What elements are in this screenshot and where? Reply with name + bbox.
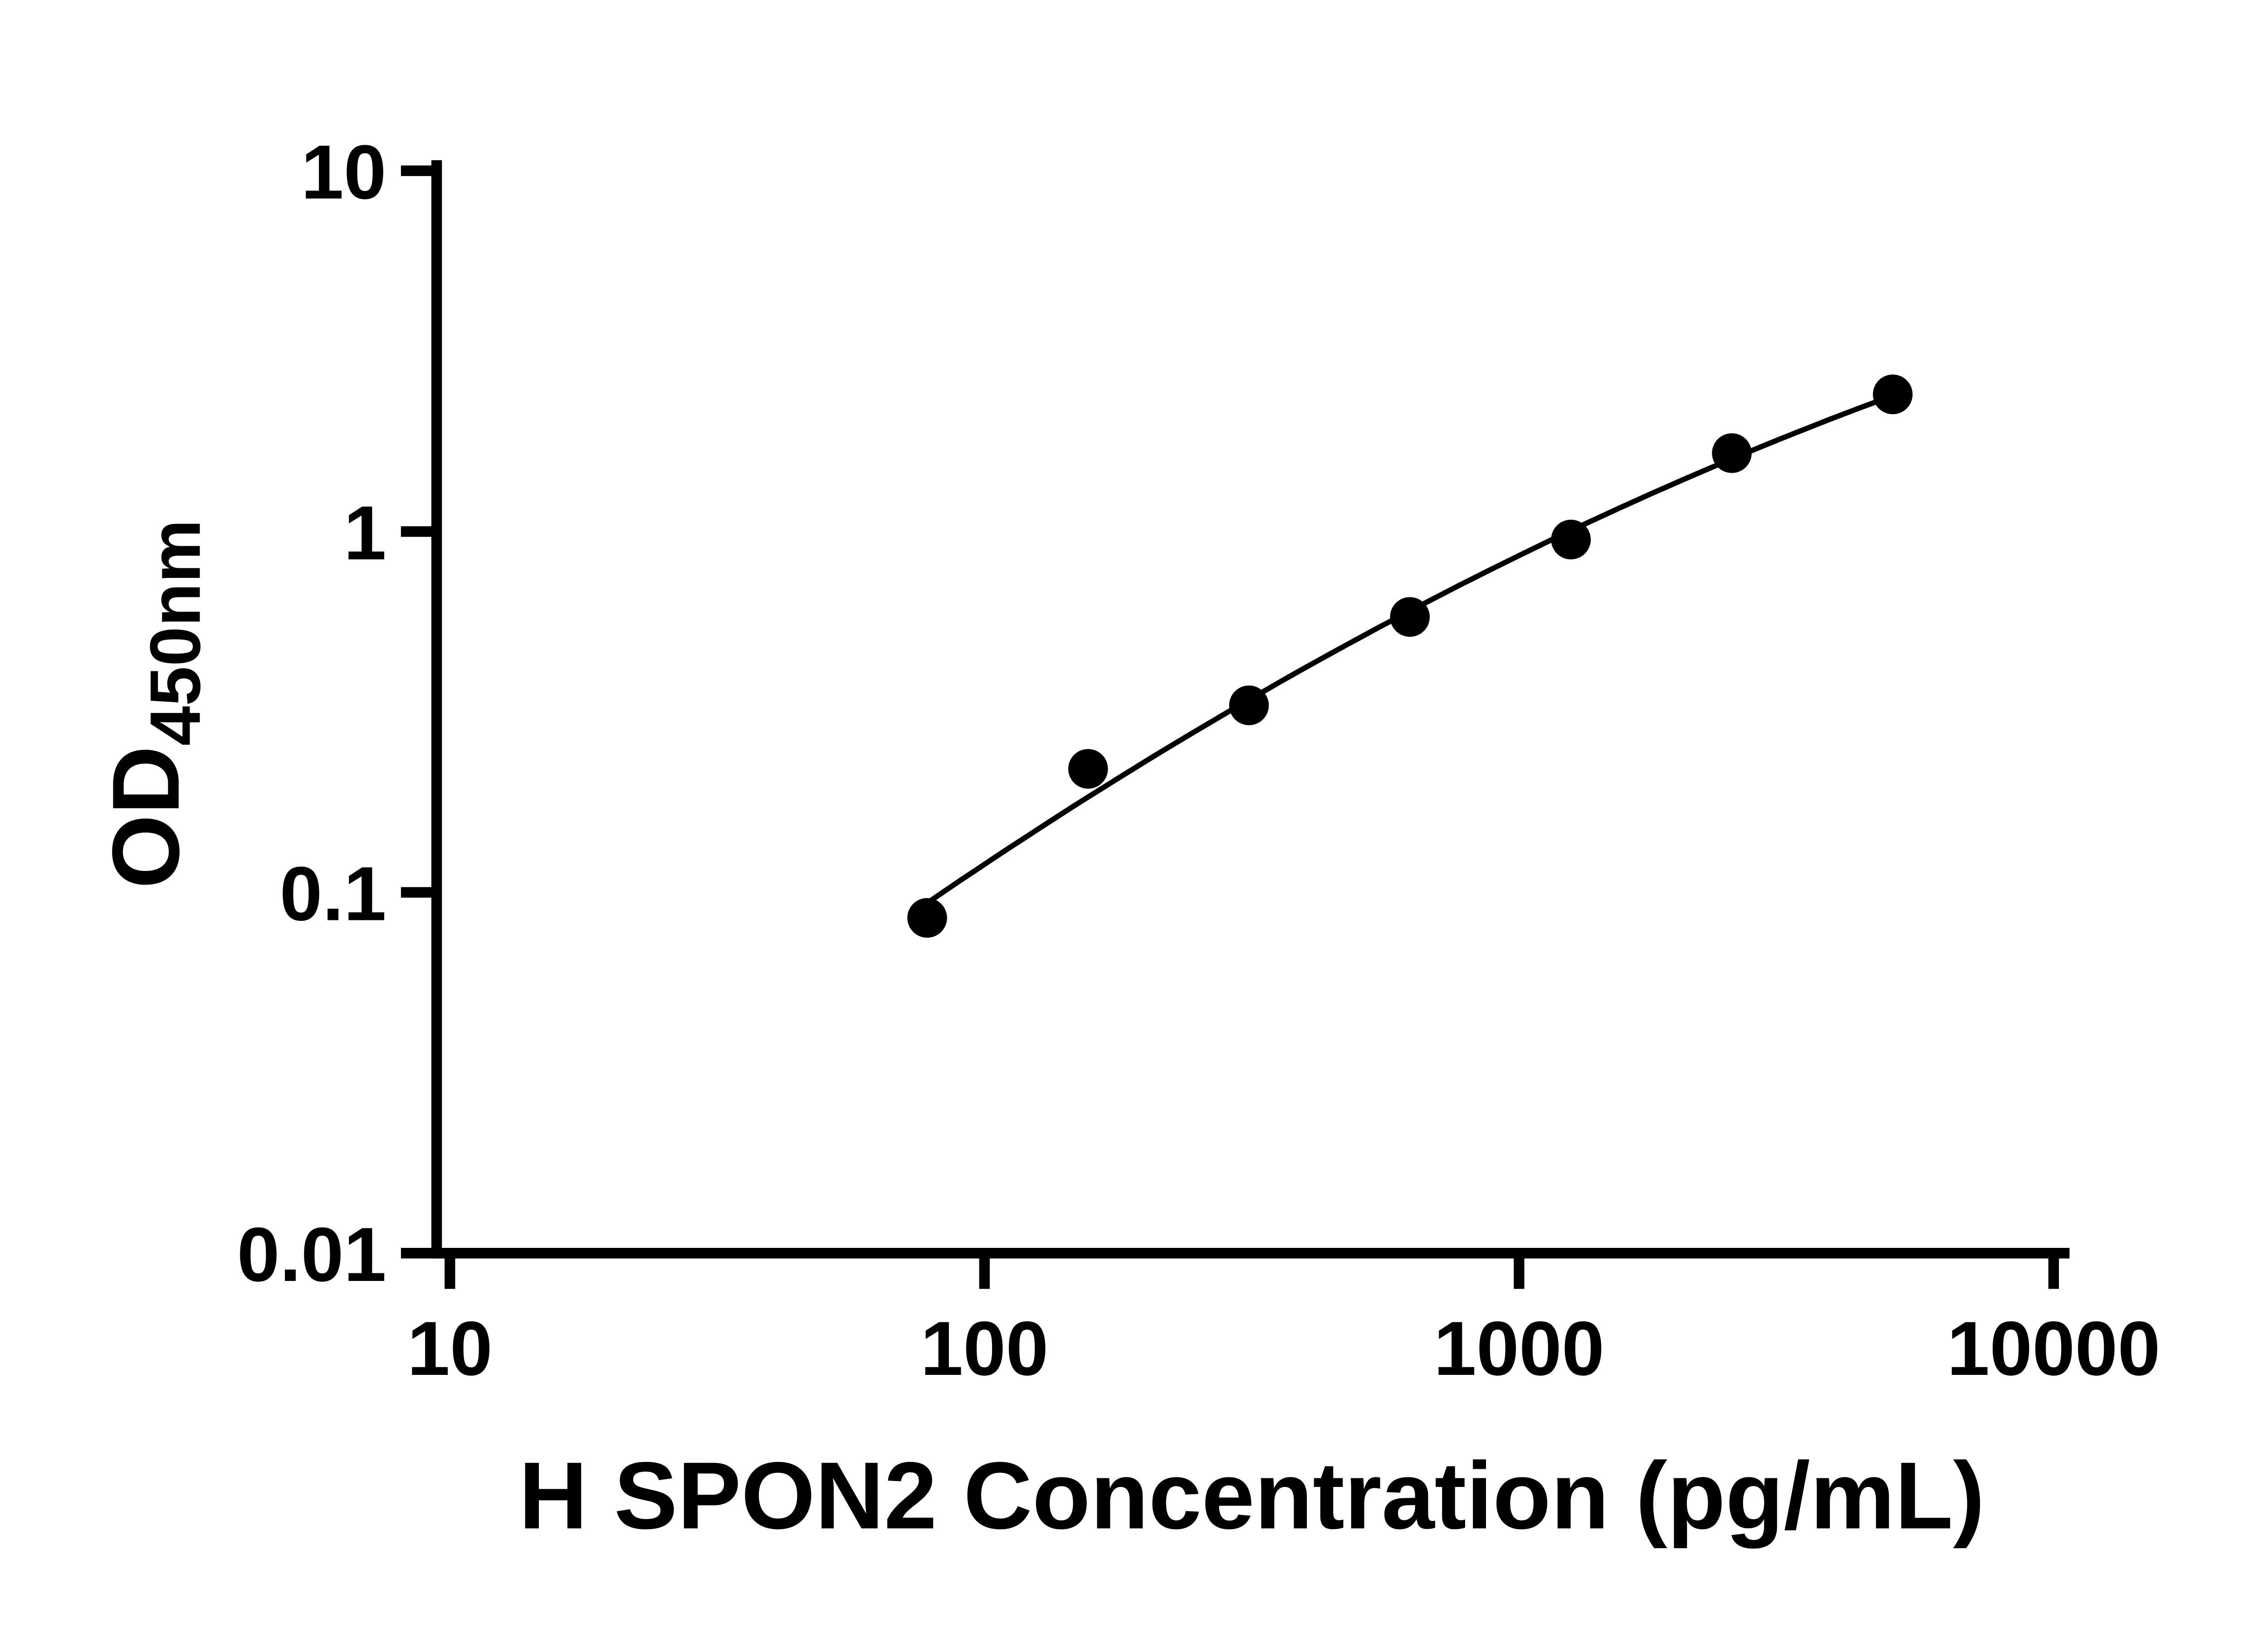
x-axis-title: H SPON2 Concentration (pg/mL) <box>519 1442 1985 1549</box>
y-tick-label: 10 <box>301 129 386 215</box>
data-point <box>907 898 947 938</box>
x-tick-label: 100 <box>920 1305 1048 1391</box>
y-axis-title: OD450nm <box>93 519 215 889</box>
data-point <box>1872 374 1913 415</box>
x-tick-label: 10 <box>407 1305 493 1391</box>
x-tick-label: 10000 <box>1947 1305 2160 1391</box>
standard-curve-fit-line <box>925 393 1894 905</box>
data-point <box>1551 519 1591 560</box>
x-tick-label: 1000 <box>1434 1305 1604 1391</box>
data-point <box>1712 433 1752 473</box>
y-tick-label: 0.1 <box>280 851 386 937</box>
data-point <box>1068 749 1108 789</box>
data-point <box>1390 597 1430 637</box>
axes <box>431 160 2070 1259</box>
tick-marks <box>401 165 2059 1289</box>
data-series <box>907 374 1913 938</box>
data-point <box>1229 685 1269 725</box>
y-axis-title-main: OD <box>93 746 199 889</box>
y-tick-label: 1 <box>344 490 386 576</box>
tick-labels: 10 100 1000 10000 10 1 0.1 0.01 <box>237 129 2160 1391</box>
y-axis-title-subscript: 450nm <box>135 519 215 746</box>
y-tick-label: 0.01 <box>237 1212 386 1297</box>
